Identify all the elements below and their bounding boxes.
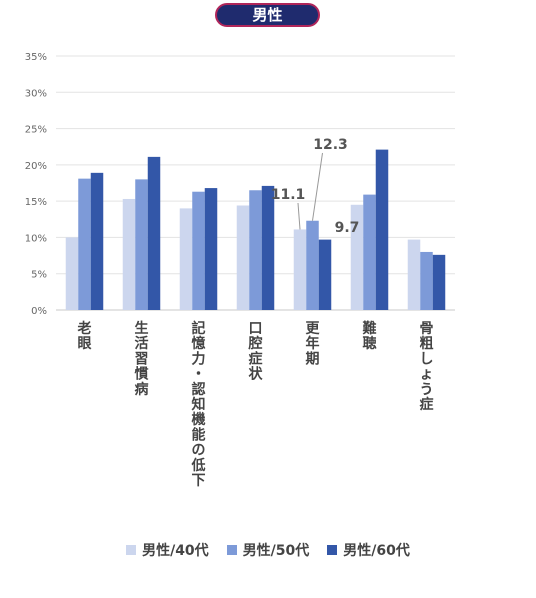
bar <box>363 194 376 310</box>
legend-item: 男性/60代 <box>327 540 410 560</box>
bar <box>179 208 193 310</box>
bar <box>350 204 364 310</box>
bar <box>135 179 148 310</box>
data-label-leader <box>297 202 301 230</box>
bar <box>122 198 136 310</box>
x-tick-label: 更年期 <box>306 321 321 367</box>
bar <box>204 188 218 310</box>
bar <box>261 185 275 310</box>
x-tick-label: 難聴 <box>363 320 377 352</box>
bar <box>375 149 389 310</box>
bar <box>432 254 446 310</box>
y-tick-label: 35% <box>25 52 47 63</box>
bar <box>318 239 332 310</box>
x-tick-label: 老眼 <box>78 320 92 352</box>
bar <box>90 172 104 310</box>
data-label-leader <box>312 152 323 221</box>
legend-label: 男性/60代 <box>343 543 410 559</box>
legend-swatch <box>226 545 237 555</box>
x-tick-label: 骨粗しょう症 <box>420 320 434 413</box>
bar <box>249 190 262 310</box>
y-tick-label: 25% <box>25 125 47 136</box>
bar <box>293 229 307 310</box>
bar <box>420 251 433 310</box>
x-tick-label: 記憶力・認知機能の低下 <box>191 320 206 489</box>
legend-swatch <box>327 545 338 555</box>
bar <box>407 239 421 310</box>
data-label: 12.3 <box>313 137 348 153</box>
chart-title-badge: 男性 <box>215 3 320 27</box>
bar <box>147 156 161 310</box>
y-tick-label: 30% <box>25 88 47 99</box>
y-tick-label: 20% <box>25 161 47 172</box>
bar <box>236 205 250 310</box>
bar <box>306 220 319 310</box>
x-tick-label: 口腔症状 <box>248 321 264 383</box>
legend-item: 男性/40代 <box>126 540 209 560</box>
legend-swatch <box>126 545 137 555</box>
legend-item: 男性/50代 <box>226 540 310 560</box>
legend-label: 男性/40代 <box>142 543 209 559</box>
y-tick-label: 15% <box>25 197 47 208</box>
bar <box>65 237 79 310</box>
data-label: 9.7 <box>335 220 360 236</box>
y-tick-label: 0% <box>31 306 47 317</box>
data-label: 11.1 <box>271 187 306 203</box>
y-tick-label: 10% <box>25 233 47 244</box>
y-tick-label: 5% <box>31 270 47 281</box>
bar <box>192 191 205 310</box>
x-tick-label: 生活習慣病 <box>134 320 149 398</box>
chart-legend: 男性/40代 男性/50代 男性/60代 <box>0 540 536 560</box>
legend-label: 男性/50代 <box>242 543 310 559</box>
chart-title: 男性 <box>252 6 283 24</box>
bar <box>78 178 91 310</box>
